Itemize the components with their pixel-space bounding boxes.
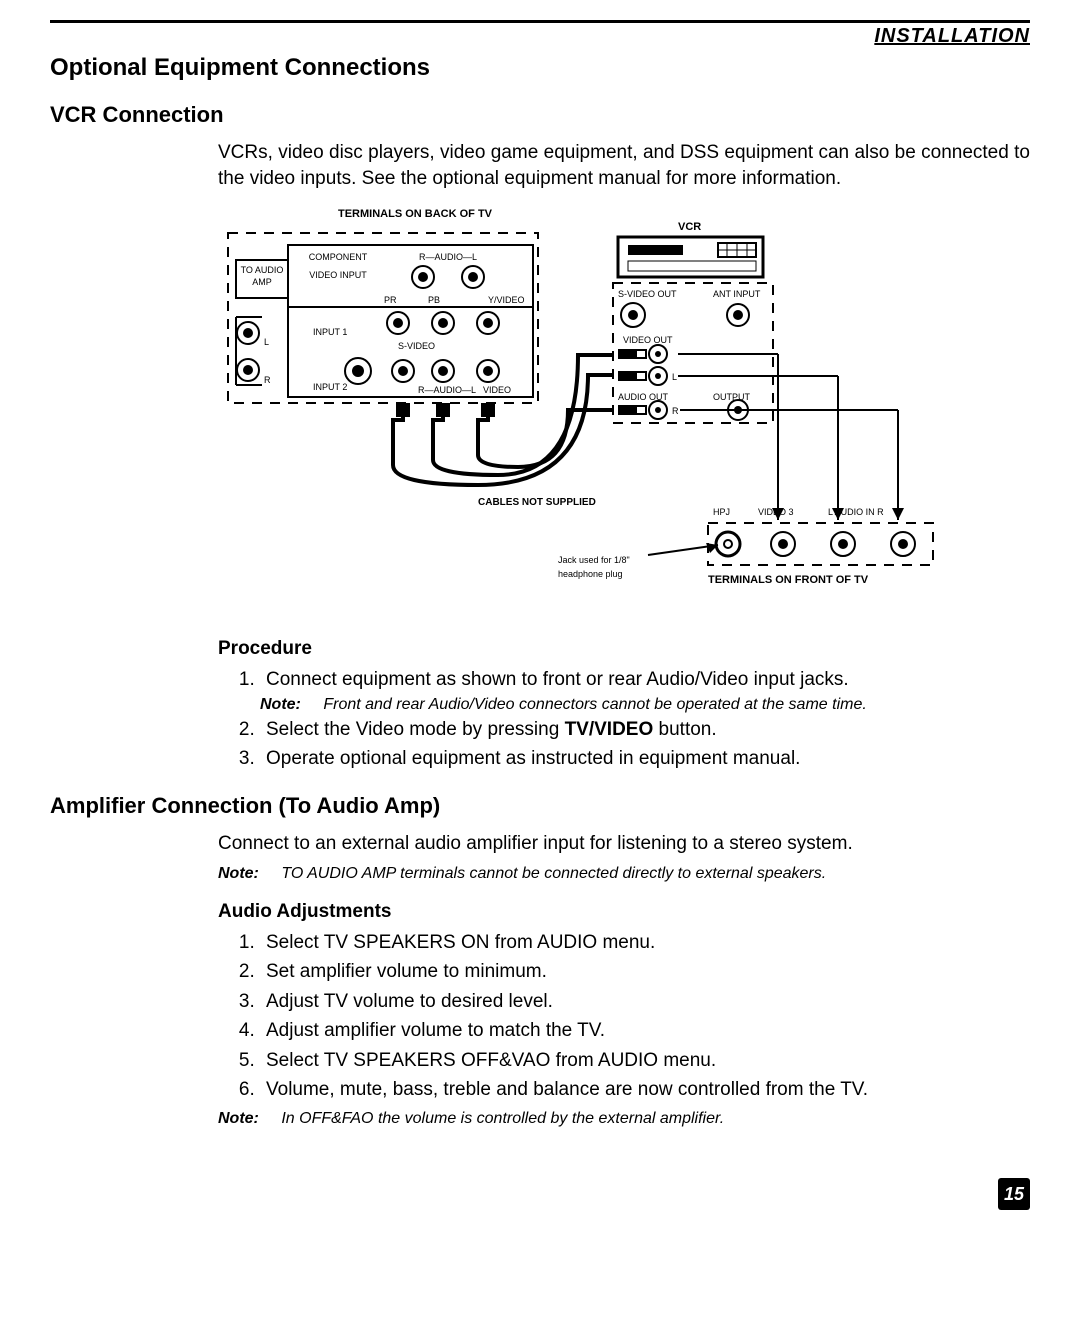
adj-4: Adjust amplifier volume to match the TV. — [260, 1017, 1030, 1045]
note-label: Note: — [218, 1110, 259, 1127]
svg-text:TO AUDIO: TO AUDIO — [241, 265, 284, 275]
svg-text:VIDEO: VIDEO — [483, 385, 511, 395]
procedure-title: Procedure — [218, 638, 1030, 660]
svg-text:Y/VIDEO: Y/VIDEO — [488, 295, 525, 305]
svg-text:headphone plug: headphone plug — [558, 569, 623, 579]
svg-text:ANT INPUT: ANT INPUT — [713, 289, 761, 299]
note-text: Front and rear Audio/Video connectors ca… — [323, 696, 866, 713]
section-title: Optional Equipment Connections — [50, 54, 1030, 82]
svg-text:VCR: VCR — [678, 221, 701, 233]
procedure-note-1: Note: Front and rear Audio/Video connect… — [260, 696, 1030, 714]
svg-text:R: R — [672, 406, 679, 416]
svg-text:TERMINALS ON FRONT OF TV: TERMINALS ON FRONT OF TV — [708, 574, 869, 586]
svg-text:L: L — [264, 337, 269, 347]
procedure-list: Connect equipment as shown to front or r… — [260, 666, 1030, 694]
vcr-connection-title: VCR Connection — [50, 102, 1030, 128]
svg-text:VIDEO OUT: VIDEO OUT — [623, 335, 673, 345]
svg-text:CABLES NOT SUPPLIED: CABLES NOT SUPPLIED — [478, 497, 596, 508]
svg-text:S-VIDEO: S-VIDEO — [398, 341, 435, 351]
amplifier-title: Amplifier Connection (To Audio Amp) — [50, 793, 1030, 819]
svg-text:S-VIDEO OUT: S-VIDEO OUT — [618, 289, 677, 299]
amp-intro: Connect to an external audio amplifier i… — [218, 831, 1030, 857]
page-number-badge: 15 — [998, 1178, 1030, 1210]
audio-adjust-list: Select TV SPEAKERS ON from AUDIO menu. S… — [260, 929, 1030, 1104]
note-text: TO AUDIO AMP terminals cannot be connect… — [281, 865, 826, 882]
adj-2: Set amplifier volume to minimum. — [260, 958, 1030, 986]
svg-text:Jack used for 1/8": Jack used for 1/8" — [558, 555, 630, 565]
svg-text:VIDEO INPUT: VIDEO INPUT — [309, 270, 367, 280]
audio-adjust-title: Audio Adjustments — [218, 901, 1030, 923]
procedure-list-cont: Select the Video mode by pressing TV/VID… — [260, 716, 1030, 773]
svg-text:INPUT 2: INPUT 2 — [313, 382, 347, 392]
note-text: In OFF&FAO the volume is controlled by t… — [281, 1110, 724, 1127]
proc-step-3: Operate optional equipment as instructed… — [260, 745, 1030, 773]
note-label: Note: — [260, 696, 301, 713]
proc-step-1: Connect equipment as shown to front or r… — [260, 666, 1030, 694]
svg-text:INPUT 1: INPUT 1 — [313, 327, 347, 337]
adj-3: Adjust TV volume to desired level. — [260, 988, 1030, 1016]
audio-amp-jacks: L R — [236, 317, 271, 385]
amp-note: Note: TO AUDIO AMP terminals cannot be c… — [218, 865, 1030, 883]
header-category: INSTALLATION — [50, 25, 1030, 48]
svg-text:L: L — [672, 372, 677, 382]
diag-back-label: TERMINALS ON BACK OF TV — [338, 208, 493, 220]
svg-text:PR: PR — [384, 295, 397, 305]
vcr-intro: VCRs, video disc players, video game equ… — [218, 140, 1030, 191]
svg-text:R: R — [264, 375, 271, 385]
adj-6: Volume, mute, bass, treble and balance a… — [260, 1076, 1030, 1104]
adj-5: Select TV SPEAKERS OFF&VAO from AUDIO me… — [260, 1047, 1030, 1075]
header-rule — [50, 20, 1030, 23]
svg-text:HPJ: HPJ — [713, 507, 730, 517]
svg-text:PB: PB — [428, 295, 440, 305]
svg-text:VIDEO 3: VIDEO 3 — [758, 507, 794, 517]
adj-1: Select TV SPEAKERS ON from AUDIO menu. — [260, 929, 1030, 957]
connection-diagram: TERMINALS ON BACK OF TV TO AUDIO AMP L R… — [218, 205, 1030, 620]
svg-text:R—AUDIO—L: R—AUDIO—L — [418, 385, 476, 395]
note-label: Note: — [218, 865, 259, 882]
svg-text:OUTPUT: OUTPUT — [713, 392, 751, 402]
svg-text:COMPONENT: COMPONENT — [309, 252, 368, 262]
svg-text:R—AUDIO—L: R—AUDIO—L — [419, 252, 477, 262]
svg-text:AMP: AMP — [252, 277, 272, 287]
svg-text:L AUDIO IN R: L AUDIO IN R — [828, 507, 884, 517]
amp-note-2: Note: In OFF&FAO the volume is controlle… — [218, 1110, 1030, 1128]
proc-step-2: Select the Video mode by pressing TV/VID… — [260, 716, 1030, 744]
